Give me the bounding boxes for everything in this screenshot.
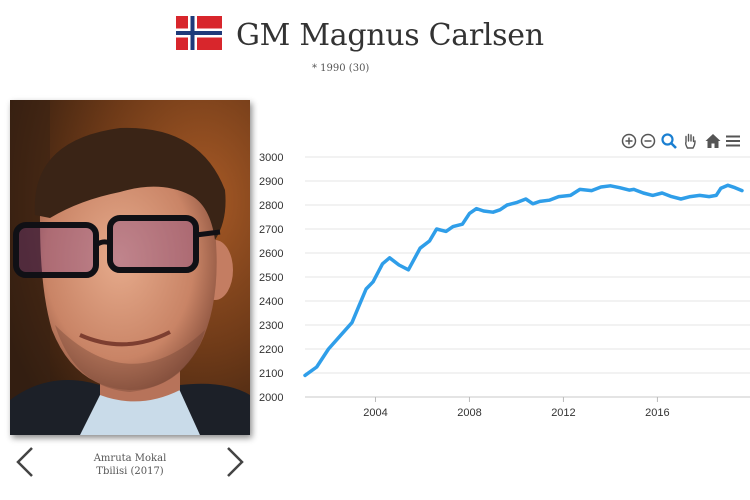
- y-tick-label: 2200: [259, 344, 283, 356]
- pan-hand-icon[interactable]: [681, 132, 699, 150]
- birth-year-age: * 1990 (30): [312, 63, 370, 74]
- chevron-left-icon[interactable]: [14, 446, 36, 478]
- y-tick-label: 2400: [259, 296, 283, 308]
- zoom-out-icon[interactable]: [639, 132, 657, 150]
- y-tick-label: 2100: [259, 368, 283, 380]
- player-name: GM Magnus Carlsen: [236, 18, 544, 53]
- series-line[interactable]: [303, 183, 744, 378]
- y-tick-label: 2000: [259, 392, 283, 404]
- x-tick-label: 2016: [645, 407, 669, 419]
- y-tick-label: 2700: [259, 224, 283, 236]
- chevron-right-icon[interactable]: [224, 446, 246, 478]
- zoom-in-icon[interactable]: [620, 132, 638, 150]
- x-tick-label: 2012: [551, 407, 575, 419]
- home-icon[interactable]: [704, 132, 722, 150]
- y-tick-label: 2900: [259, 176, 283, 188]
- photo-credit: Amruta Mokal: [93, 453, 167, 464]
- norway-flag-icon: [176, 16, 222, 50]
- player-photo: [10, 100, 250, 435]
- photo-caption: Amruta Mokal Tbilisi (2017): [70, 452, 190, 478]
- y-tick-label: 3000: [259, 152, 283, 164]
- y-tick-label: 2500: [259, 272, 283, 284]
- y-tick-label: 2300: [259, 320, 283, 332]
- x-tick-label: 2008: [457, 407, 481, 419]
- rating-line: [303, 183, 744, 378]
- x-tick-label: 2004: [363, 407, 387, 419]
- y-tick-label: 2600: [259, 248, 283, 260]
- y-axis-ticks: 3000 2900 2800 2700 2600 2500 2400 2300 2200 2100…: [259, 152, 283, 404]
- rating-chart: 3000 2900 2800 2700 2600 2500 2400 2300 2200 2100…: [259, 152, 750, 419]
- y-tick-label: 2800: [259, 200, 283, 212]
- player-header: GM Magnus Carlsen * 1990 (30): [0, 0, 750, 90]
- magnifier-icon[interactable]: [660, 132, 678, 150]
- chart-gridlines: [305, 156, 750, 398]
- x-axis-ticks: 2004 2008 2012 2016: [363, 397, 670, 419]
- menu-icon[interactable]: [724, 132, 742, 150]
- photo-location: Tbilisi (2017): [96, 466, 164, 477]
